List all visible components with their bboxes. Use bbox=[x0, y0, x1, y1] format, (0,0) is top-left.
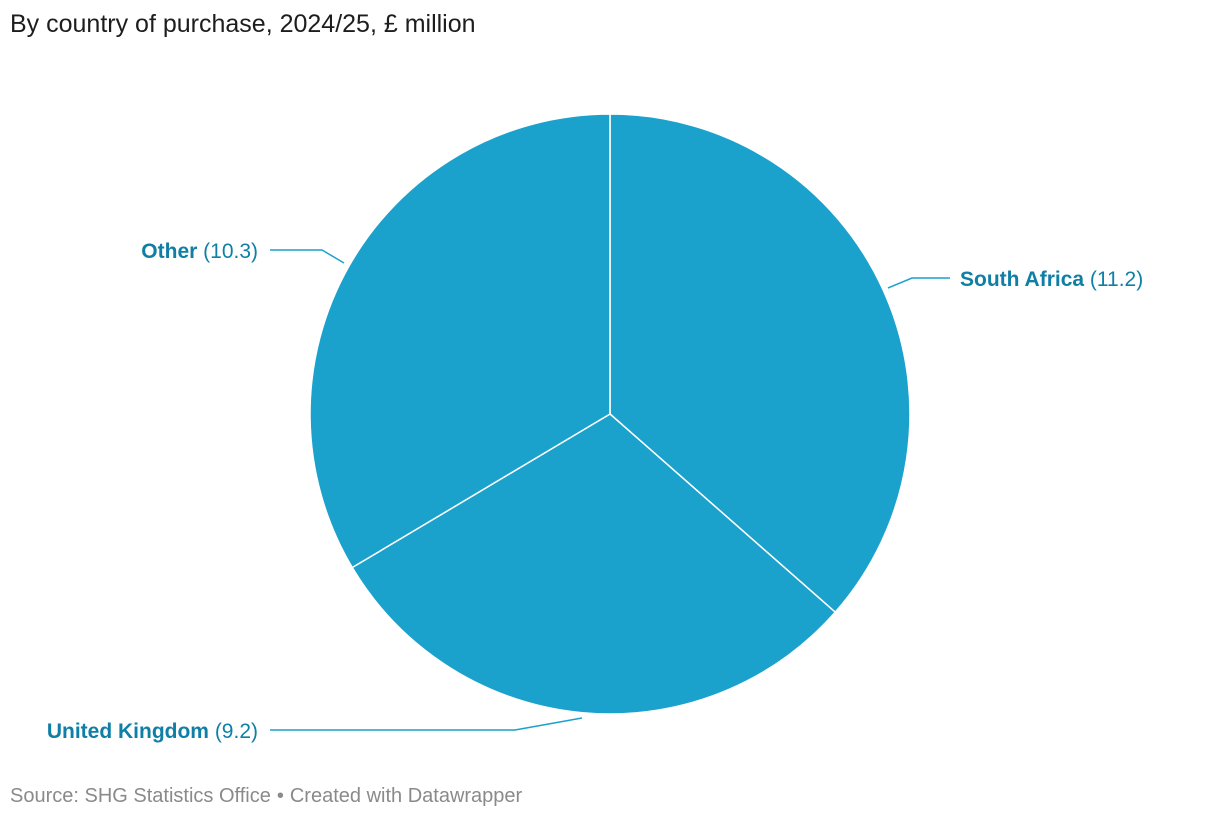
slice-label-value: (9.2) bbox=[215, 720, 258, 743]
source-separator: • bbox=[276, 785, 284, 807]
chart-title: By country of purchase, 2024/25, £ milli… bbox=[10, 10, 476, 38]
source-note: Source: SHG Statistics Office • Created wi… bbox=[10, 785, 522, 808]
slice-label-value: (11.2) bbox=[1090, 268, 1143, 291]
slice-label-name: Other bbox=[141, 240, 203, 263]
leader-line-other bbox=[270, 249, 345, 264]
pie-slice-other bbox=[309, 113, 611, 569]
slice-label-south-africa: South Africa (11.2) bbox=[960, 268, 1143, 291]
credit-text: Created with Datawrapper bbox=[289, 785, 523, 807]
slice-label-name: South Africa bbox=[960, 268, 1090, 291]
source-text: Source: SHG Statistics Office bbox=[10, 785, 271, 807]
slice-label-united-kingdom: United Kingdom (9.2) bbox=[47, 720, 258, 743]
slice-label-other: Other (10.3) bbox=[141, 240, 258, 263]
pie-slice-united-kingdom bbox=[351, 413, 837, 715]
slice-label-value: (10.3) bbox=[203, 240, 258, 263]
leader-line-south-africa bbox=[887, 277, 950, 289]
pie-slice-south-africa bbox=[609, 113, 911, 614]
slice-label-name: United Kingdom bbox=[47, 720, 215, 743]
leader-line-united-kingdom bbox=[270, 717, 583, 731]
